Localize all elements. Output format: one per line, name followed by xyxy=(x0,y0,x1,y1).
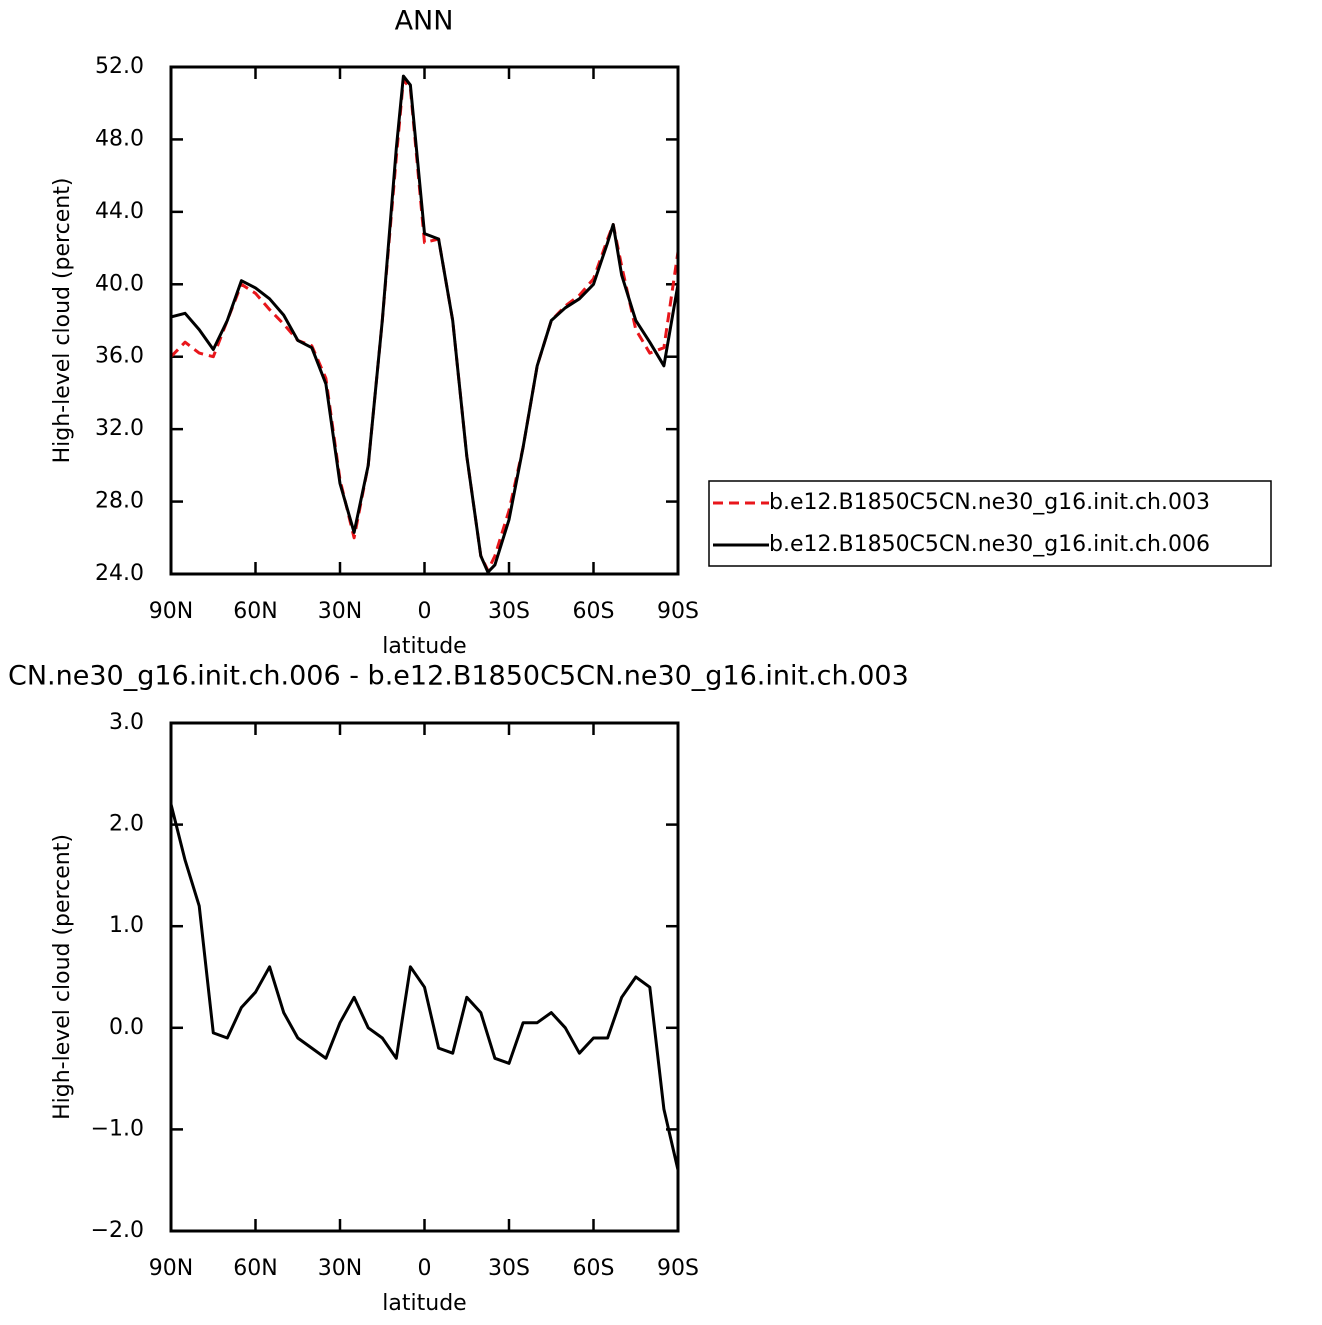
y-tick-label: 44.0 xyxy=(95,199,144,224)
y-axis-label: High-level cloud (percent) xyxy=(50,834,75,1120)
x-tick-label: 30S xyxy=(488,599,530,624)
x-tick-label: 90N xyxy=(149,1256,193,1281)
y-tick-label: 24.0 xyxy=(95,561,144,586)
x-tick-label: 0 xyxy=(418,599,432,624)
plot-frame xyxy=(169,721,680,1233)
x-axis-label: latitude xyxy=(382,1291,466,1316)
legend-label: b.e12.B1850C5CN.ne30_g16.init.ch.003 xyxy=(769,490,1210,515)
y-tick-label: 32.0 xyxy=(95,416,144,441)
y-axis-label: High-level cloud (percent) xyxy=(50,178,75,464)
x-tick-label: 60S xyxy=(573,1256,615,1281)
y-tick-label: −2.0 xyxy=(91,1218,144,1243)
chart-title: CN.ne30_g16.init.ch.006 - b.e12.B1850C5C… xyxy=(8,661,909,692)
legend-box xyxy=(708,480,1272,567)
x-tick-label: 60S xyxy=(573,599,615,624)
y-tick-label: 2.0 xyxy=(109,812,144,837)
y-tick-label: −1.0 xyxy=(91,1116,144,1141)
data-line xyxy=(170,74,680,574)
x-tick-label: 0 xyxy=(418,1256,432,1281)
x-tick-label: 90N xyxy=(149,599,193,624)
legend-label: b.e12.B1850C5CN.ne30_g16.init.ch.006 xyxy=(769,532,1210,557)
x-tick-label: 90S xyxy=(657,599,699,624)
x-tick-label: 60N xyxy=(233,599,277,624)
y-tick-label: 52.0 xyxy=(95,54,144,79)
y-tick-label: 3.0 xyxy=(109,710,144,735)
y-tick-label: 40.0 xyxy=(95,271,144,296)
y-tick-label: 48.0 xyxy=(95,126,144,151)
y-tick-label: 36.0 xyxy=(95,344,144,369)
x-tick-label: 30N xyxy=(318,1256,362,1281)
x-tick-label: 30S xyxy=(488,1256,530,1281)
plot-frame xyxy=(169,65,680,576)
chart-title: ANN xyxy=(395,6,454,37)
x-axis-label: latitude xyxy=(382,634,466,659)
x-tick-label: 60N xyxy=(233,1256,277,1281)
y-tick-label: 28.0 xyxy=(95,489,144,514)
y-tick-label: 0.0 xyxy=(109,1015,144,1040)
data-line xyxy=(169,78,680,572)
x-tick-label: 90S xyxy=(657,1256,699,1281)
y-tick-label: 1.0 xyxy=(109,913,144,938)
x-tick-label: 30N xyxy=(318,599,362,624)
data-line xyxy=(169,803,680,1171)
